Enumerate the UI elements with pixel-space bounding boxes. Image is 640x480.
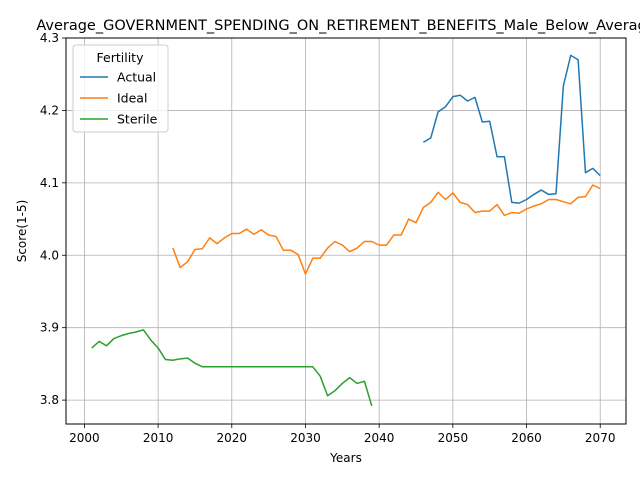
legend-label-actual: Actual xyxy=(117,70,156,85)
series-line-sterile xyxy=(91,329,373,407)
y-tick-label: 4.3 xyxy=(40,31,59,45)
y-tick-label: 4.0 xyxy=(40,248,59,262)
y-tick-label: 3.8 xyxy=(40,393,59,407)
x-tick-label: 2040 xyxy=(364,431,395,445)
legend-label-sterile: Sterile xyxy=(117,112,158,127)
plot-frame xyxy=(65,37,627,425)
legend-items: Actual Ideal Sterile xyxy=(80,70,158,127)
x-tick-label: 2000 xyxy=(69,431,100,445)
series-line-ideal xyxy=(172,184,601,275)
chart-title: Average_GOVERNMENT_SPENDING_ON_RETIREMEN… xyxy=(36,18,640,34)
x-tick-label: 2060 xyxy=(511,431,542,445)
series-line-actual xyxy=(422,54,601,204)
x-tick-label: 2020 xyxy=(217,431,248,445)
y-axis-label: Score(1-5) xyxy=(15,200,29,263)
y-tick-label: 4.2 xyxy=(40,103,59,117)
y-axis-ticks: 3.8 3.9 4.0 4.1 4.2 4.3 xyxy=(40,31,66,407)
x-axis-ticks: 2000 2010 2020 2030 2040 2050 2060 2070 xyxy=(69,424,615,445)
series-lines xyxy=(91,54,601,407)
y-tick-label: 3.9 xyxy=(40,321,59,335)
x-tick-label: 2030 xyxy=(290,431,321,445)
x-axis-label: Years xyxy=(329,451,362,465)
x-tick-label: 2070 xyxy=(585,431,616,445)
legend: Fertility Actual Ideal Sterile xyxy=(72,44,169,133)
legend-label-ideal: Ideal xyxy=(117,91,147,106)
legend-box xyxy=(72,44,169,133)
legend-title: Fertility xyxy=(97,50,145,65)
x-tick-label: 2050 xyxy=(438,431,469,445)
x-tick-label: 2010 xyxy=(143,431,174,445)
y-tick-label: 4.1 xyxy=(40,176,59,190)
